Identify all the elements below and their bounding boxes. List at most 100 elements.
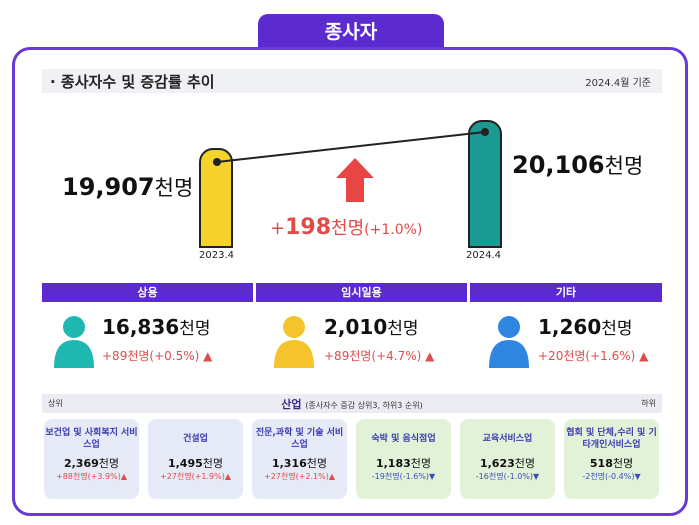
person-icon xyxy=(54,316,94,368)
prev-total-unit: 천명 xyxy=(154,176,194,200)
curr-date: 2024.4 xyxy=(466,250,501,261)
up-arrow-icon: ▲ xyxy=(328,472,336,481)
top-label: 상위 xyxy=(48,399,63,408)
industry-number: 1,316 xyxy=(271,457,307,470)
other-unit: 천명 xyxy=(601,319,633,339)
industry-number: 518 xyxy=(589,457,613,470)
temporary-delta: +89천명(+4.7%) ▲ xyxy=(324,347,434,364)
industry-name: 건설업 xyxy=(183,434,208,444)
up-arrow-icon: ▲ xyxy=(120,472,128,481)
prev-total: 19,907천명 xyxy=(62,172,193,202)
industry-unit: 천명 xyxy=(612,457,634,470)
industry-change: -19천명(-1.6%)▼ xyxy=(356,471,451,482)
up-arrow-icon xyxy=(336,158,374,202)
industry-value: 2,369천명 xyxy=(44,455,139,471)
industry-change-text: -2천명(-0.4%) xyxy=(582,472,635,481)
industry-card: 보건업 및 사회복지 서비스업 2,369천명 +88천명(+3.9%)▲ xyxy=(44,419,139,499)
up-arrow-icon: ▲ xyxy=(224,472,232,481)
industry-unit: 천명 xyxy=(514,457,536,470)
industry-unit: 천명 xyxy=(306,457,328,470)
temporary-delta-unit: 천명 xyxy=(349,349,372,363)
tab-title[interactable]: 종사자 xyxy=(258,14,444,50)
industry-change-text: -19천명(-1.6%) xyxy=(371,472,430,481)
person-icon xyxy=(274,316,314,368)
industry-card: 협회 및 단체,수리 및 기타개인서비스업 518천명 -2천명(-0.4%)▼ xyxy=(564,419,659,499)
category-header-regular: 상용 xyxy=(42,283,253,302)
industry-card: 전문,과학 및 기술 서비스업 1,316천명 +27천명(+2.1%)▲ xyxy=(252,419,347,499)
person-icon xyxy=(489,316,529,368)
regular-delta-value: +89 xyxy=(102,349,128,363)
regular-number: 16,836 xyxy=(102,315,180,339)
regular-delta: +89천명(+0.5%) ▲ xyxy=(102,347,212,364)
industry-number: 2,369 xyxy=(63,457,99,470)
up-arrow-icon: ▲ xyxy=(199,349,213,363)
industry-unit: 천명 xyxy=(202,457,224,470)
down-arrow-icon: ▼ xyxy=(429,472,436,481)
prev-date: 2023.4 xyxy=(199,250,234,261)
industry-change: -2천명(-0.4%)▼ xyxy=(564,471,659,482)
industry-value: 1,495천명 xyxy=(148,455,243,471)
temporary-value: 2,010천명 xyxy=(324,314,419,339)
industry-header: 상위 산업 (종사자수 증감 상위3, 하위3 순위) 하위 xyxy=(42,394,662,413)
industry-change: -16천명(-1.0%)▼ xyxy=(460,471,555,482)
up-arrow-icon: ▲ xyxy=(635,349,649,363)
industry-number: 1,623 xyxy=(479,457,515,470)
category-header-temporary: 임시일용 xyxy=(256,283,467,302)
delta-unit: 천명 xyxy=(331,218,365,239)
industry-change-text: +27천명(+2.1%) xyxy=(263,472,329,481)
down-arrow-icon: ▼ xyxy=(533,472,540,481)
trend-line xyxy=(216,131,486,163)
industry-card: 숙박 및 음식점업 1,183천명 -19천명(-1.6%)▼ xyxy=(356,419,451,499)
industry-change-text: +88천명(+3.9%) xyxy=(55,472,121,481)
industry-value: 1,316천명 xyxy=(252,455,347,471)
regular-delta-unit: 천명 xyxy=(127,349,150,363)
industry-number: 1,183 xyxy=(375,457,411,470)
industry-value: 1,183천명 xyxy=(356,455,451,471)
curr-total: 20,106천명 xyxy=(512,150,643,180)
industry-name: 전문,과학 및 기술 서비스업 xyxy=(255,428,344,450)
other-delta-pct: (+1.6%) xyxy=(585,349,636,363)
delta-value: 198 xyxy=(285,215,332,240)
industry-name: 숙박 및 음식점업 xyxy=(371,434,436,444)
other-number: 1,260 xyxy=(538,315,602,339)
industry-unit: 천명 xyxy=(98,457,120,470)
other-delta-unit: 천명 xyxy=(563,349,586,363)
industry-change: +27천명(+1.9%)▲ xyxy=(148,471,243,482)
down-arrow-icon: ▼ xyxy=(634,472,641,481)
total-delta: +198천명(+1.0%) xyxy=(270,214,422,240)
industry-value: 1,623천명 xyxy=(460,455,555,471)
section-header-bar xyxy=(42,69,662,93)
delta-pct: (+1.0%) xyxy=(364,222,423,238)
industry-title: 산업 xyxy=(281,398,302,411)
temporary-delta-pct: (+4.7%) xyxy=(371,349,422,363)
other-delta: +20천명(+1.6%) ▲ xyxy=(538,347,648,364)
prev-total-value: 19,907 xyxy=(62,173,155,201)
delta-prefix: + xyxy=(270,218,286,239)
industry-number: 1,495 xyxy=(167,457,203,470)
industry-unit: 천명 xyxy=(410,457,432,470)
industry-subtitle: (종사자수 증감 상위3, 하위3 순위) xyxy=(305,401,423,410)
industry-name: 보건업 및 사회복지 서비스업 xyxy=(45,428,138,450)
industry-change: +27천명(+2.1%)▲ xyxy=(252,471,347,482)
bottom-label: 하위 xyxy=(641,399,656,408)
industry-change: +88천명(+3.9%)▲ xyxy=(44,471,139,482)
industry-name: 교육서비스업 xyxy=(482,434,533,444)
industry-value: 518천명 xyxy=(564,455,659,471)
up-arrow-icon: ▲ xyxy=(421,349,435,363)
industry-title-wrap: 산업 (종사자수 증감 상위3, 하위3 순위) xyxy=(42,396,662,412)
curr-total-value: 20,106 xyxy=(512,151,605,179)
prev-marker xyxy=(213,158,221,166)
section-title: · 종사자수 및 증감률 추이 xyxy=(50,73,215,91)
other-delta-value: +20 xyxy=(538,349,564,363)
temporary-unit: 천명 xyxy=(387,319,419,339)
category-header-other: 기타 xyxy=(470,283,662,302)
temporary-delta-value: +89 xyxy=(324,349,350,363)
industry-change-text: +27천명(+1.9%) xyxy=(159,472,225,481)
industry-name: 협회 및 단체,수리 및 기타개인서비스업 xyxy=(566,428,657,450)
temporary-number: 2,010 xyxy=(324,315,388,339)
curr-pillar xyxy=(468,120,502,248)
regular-value: 16,836천명 xyxy=(102,314,210,339)
curr-total-unit: 천명 xyxy=(604,154,644,178)
industry-card: 교육서비스업 1,623천명 -16천명(-1.0%)▼ xyxy=(460,419,555,499)
